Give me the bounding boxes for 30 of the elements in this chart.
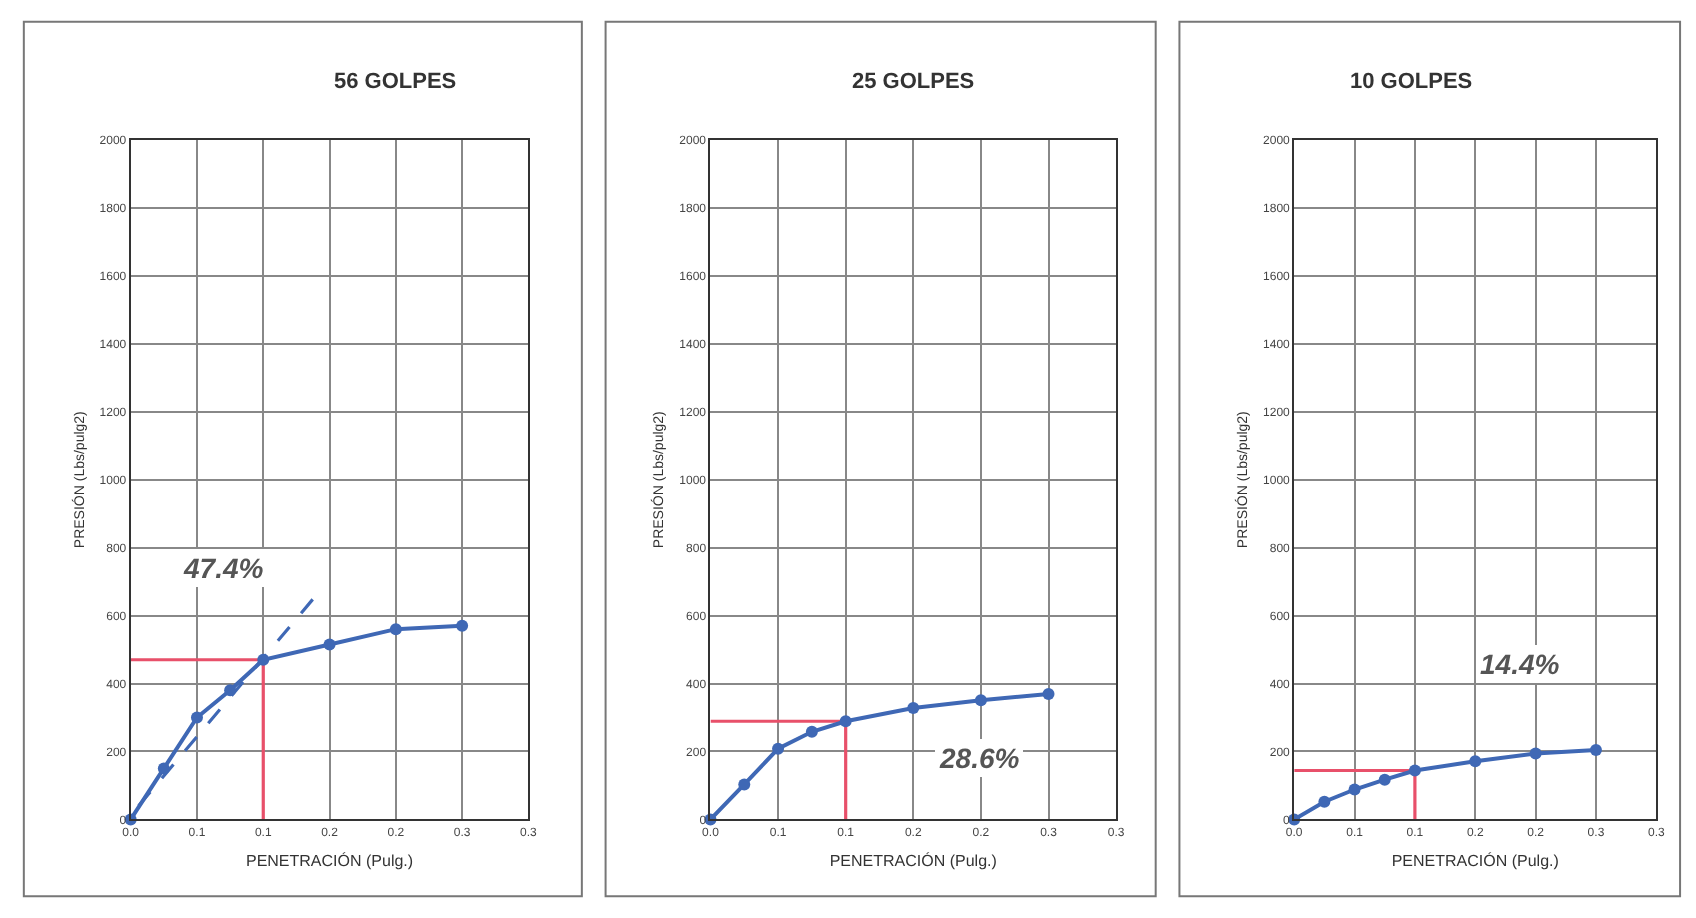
point [1042,688,1055,701]
point [1408,764,1421,777]
annotation: 47.4% [182,552,265,584]
point [839,715,852,728]
point [1529,747,1542,760]
point [974,694,987,707]
chart-title: 10 GOLPES [1350,70,1473,94]
point [1378,773,1391,786]
point [738,778,751,791]
point [157,762,170,775]
point [257,653,270,666]
point [907,701,920,714]
point [805,725,818,738]
point [190,711,203,724]
point [224,684,237,697]
x-axis-title: PENETRACIÓN (Pulg.) [829,852,998,870]
chart-title: 56 GOLPES [334,70,457,94]
x-axis-title: PENETRACIÓN (Pulg.) [1391,852,1560,870]
point [772,742,785,755]
chart-title: 25 GOLPES [852,70,975,94]
point [323,638,336,651]
point [1348,783,1361,796]
point [389,623,402,636]
point [456,619,469,632]
point [1318,795,1331,808]
point [1589,744,1602,757]
annotation: 14.4% [1480,648,1561,680]
x-axis-title: PENETRACIÓN (Pulg.) [245,852,414,870]
annotation: 28.6% [938,742,1021,774]
point [1469,755,1482,768]
